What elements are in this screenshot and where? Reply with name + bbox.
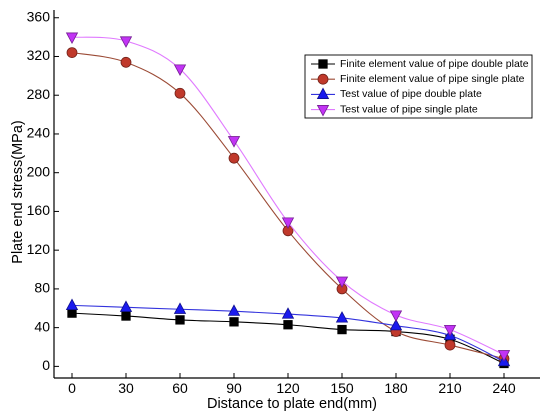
legend: Finite element value of pipe double plat…	[304, 54, 533, 119]
data-point	[173, 302, 187, 314]
y-tick-label: 160	[27, 202, 51, 218]
data-point	[175, 315, 185, 325]
data-point	[444, 339, 456, 351]
legend-marker	[318, 59, 328, 69]
data-point	[121, 311, 131, 321]
data-point	[119, 300, 133, 312]
y-tick-label: 200	[27, 163, 51, 179]
x-tick-label: 150	[330, 380, 354, 396]
series-4	[65, 32, 511, 362]
y-tick-label: 360	[27, 8, 51, 24]
legend-item: Finite element value of pipe single plat…	[311, 73, 525, 85]
x-tick-label: 210	[438, 380, 462, 396]
legend-label: Test value of pipe single plate	[340, 103, 478, 115]
x-tick-label: 120	[276, 380, 300, 396]
data-point	[443, 324, 457, 337]
data-point	[173, 64, 187, 76]
data-point	[283, 320, 293, 330]
series-3	[65, 298, 511, 367]
legend-box	[304, 54, 533, 119]
legend-item: Test value of pipe double plate	[311, 87, 482, 100]
legend-label: Finite element value of pipe single plat…	[340, 73, 525, 85]
data-point	[335, 311, 349, 323]
data-point	[66, 47, 78, 59]
data-point	[389, 310, 403, 322]
data-point	[389, 318, 403, 331]
y-tick-label: 0	[42, 357, 50, 373]
legend-label: Test value of pipe double plate	[340, 88, 482, 100]
series-layer	[65, 32, 511, 369]
data-point	[65, 32, 79, 45]
data-point	[228, 152, 240, 164]
data-point	[65, 298, 79, 310]
x-tick-label: 30	[118, 380, 134, 396]
legend-item: Finite element value of pipe double plat…	[311, 58, 529, 70]
data-point	[227, 304, 241, 316]
legend-marker	[317, 73, 329, 85]
y-tick-label: 240	[27, 125, 51, 141]
legend-marker	[316, 87, 330, 99]
data-point	[229, 317, 239, 327]
data-point	[497, 350, 511, 362]
data-point	[120, 56, 132, 68]
legend-item: Test value of pipe single plate	[311, 103, 478, 117]
x-tick-label: 0	[68, 380, 76, 396]
data-point	[337, 324, 347, 335]
data-point	[174, 87, 186, 99]
data-point	[119, 36, 133, 48]
y-tick-label: 120	[27, 241, 51, 257]
x-tick-label: 90	[226, 380, 242, 396]
legend-marker	[316, 105, 330, 117]
data-point	[227, 136, 241, 148]
x-tick-label: 180	[384, 380, 408, 396]
x-tick-label: 240	[492, 380, 516, 396]
axes: 0 40 80 120 160 200 240 280 320 360 0 30 60 90 120 150 1…	[27, 8, 540, 396]
x-tick-label: 60	[172, 380, 188, 396]
y-tick-label: 320	[27, 47, 51, 63]
data-point	[67, 308, 77, 318]
y-tick-label: 40	[34, 318, 50, 334]
y-tick-label: 80	[34, 280, 50, 296]
x-axis-label: Distance to plate end(mm)	[207, 396, 377, 412]
legend-label: Finite element value of pipe double plat…	[340, 58, 529, 70]
data-point	[281, 217, 295, 229]
y-tick-label: 280	[27, 86, 51, 102]
data-point	[335, 276, 349, 289]
data-point	[281, 307, 295, 319]
y-axis-label: Plate end stress(MPa)	[10, 120, 26, 263]
